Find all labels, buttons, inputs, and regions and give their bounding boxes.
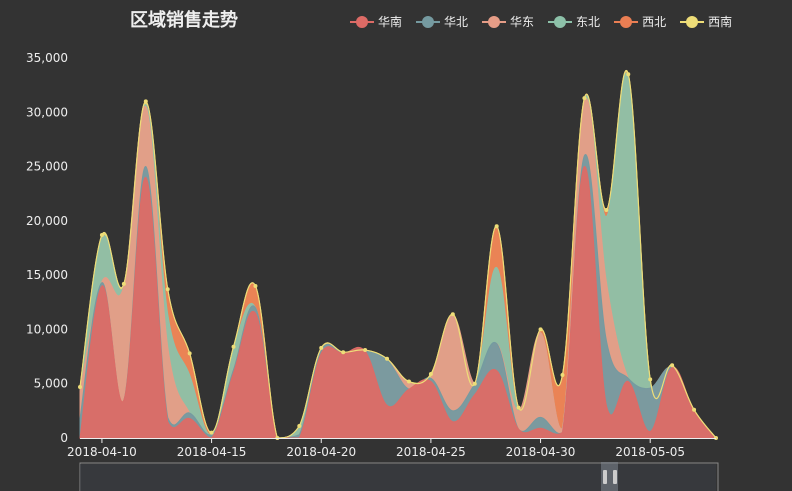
y-tick-label: 35,000 <box>26 51 68 65</box>
legend-item[interactable]: 华东 <box>482 13 534 30</box>
legend-swatch <box>548 15 573 29</box>
y-tick-label: 20,000 <box>26 214 68 228</box>
data-point <box>297 424 302 429</box>
legend-dot <box>620 15 633 28</box>
legend-label: 华东 <box>510 15 535 29</box>
legend-item[interactable]: 西南 <box>680 13 732 30</box>
x-tick-label: 2018-04-30 <box>506 445 576 459</box>
legend-dot <box>488 15 501 28</box>
legend-item[interactable]: 华南 <box>350 13 402 30</box>
legend-label: 东北 <box>576 15 601 29</box>
x-tick-label: 2018-04-10 <box>67 445 137 459</box>
data-point <box>341 350 346 355</box>
legend-swatch <box>416 15 441 29</box>
data-point <box>78 384 82 389</box>
y-tick-label: 25,000 <box>26 160 68 174</box>
legend-item[interactable]: 西北 <box>614 13 666 30</box>
data-point <box>560 373 565 378</box>
legend-label: 西北 <box>642 15 667 29</box>
y-tick-label: 10,000 <box>26 322 68 336</box>
legend-swatch <box>614 15 639 29</box>
zoom-handle <box>613 470 617 484</box>
data-point <box>143 99 148 104</box>
legend-dot <box>554 15 567 28</box>
legend-swatch <box>482 15 507 29</box>
data-point <box>253 284 258 288</box>
data-point <box>472 381 477 386</box>
x-tick-label: 2018-05-05 <box>615 445 685 459</box>
data-point <box>516 405 521 410</box>
legend-dot <box>422 15 435 28</box>
data-point <box>648 377 653 382</box>
x-tick-label: 2018-04-20 <box>286 445 356 459</box>
zoom-track <box>80 464 716 491</box>
legend-label: 华南 <box>378 15 403 29</box>
data-point <box>670 363 675 368</box>
area-0 <box>79 166 718 439</box>
data-point <box>385 356 390 361</box>
data-point <box>494 224 499 229</box>
y-tick-label: 0 <box>60 431 68 445</box>
data-point <box>209 430 214 435</box>
y-tick-label: 30,000 <box>26 105 68 119</box>
legend-label: 华北 <box>444 15 469 29</box>
zoom-handle <box>603 470 607 484</box>
data-point <box>363 348 368 353</box>
area-layer <box>79 70 718 439</box>
x-tick-label: 2018-04-25 <box>396 445 466 459</box>
y-tick-label: 15,000 <box>26 268 68 282</box>
legend-label: 西南 <box>708 15 733 29</box>
legend-swatch <box>350 15 374 29</box>
data-point <box>99 232 104 237</box>
legend-item[interactable]: 东北 <box>548 13 600 30</box>
data-point <box>626 72 631 77</box>
x-tick-label: 2018-04-15 <box>177 445 247 459</box>
data-point <box>604 208 609 212</box>
chart-title: 区域销售走势 <box>130 10 238 31</box>
data-point <box>187 351 192 356</box>
legend-swatch <box>680 15 705 29</box>
data-point <box>428 371 433 376</box>
legend-dot <box>356 15 368 28</box>
top-line <box>79 70 717 439</box>
legend: 华南 华北 华东 东北 西北 西南 <box>350 13 732 30</box>
data-point <box>538 327 543 332</box>
data-point <box>165 287 170 292</box>
data-point <box>582 96 587 101</box>
data-point <box>319 345 324 350</box>
data-point <box>406 379 411 384</box>
legend-item[interactable]: 华北 <box>416 13 468 30</box>
legend-dot <box>686 15 699 28</box>
data-point <box>231 344 236 349</box>
data-point <box>692 407 697 412</box>
data-point <box>450 312 455 317</box>
y-tick-label: 5,000 <box>34 377 68 391</box>
data-point <box>121 281 126 286</box>
